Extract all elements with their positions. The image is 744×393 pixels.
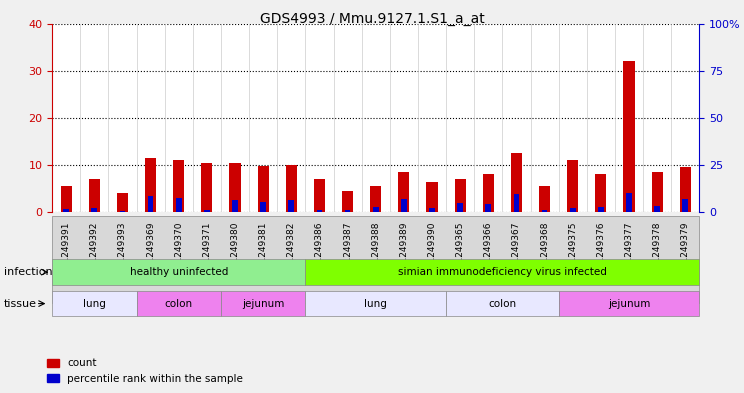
Text: lung: lung xyxy=(365,299,387,309)
Bar xyxy=(344,210,350,212)
Bar xyxy=(595,174,606,212)
Text: colon: colon xyxy=(164,299,193,309)
Text: simian immunodeficiency virus infected: simian immunodeficiency virus infected xyxy=(398,267,607,277)
Bar xyxy=(401,199,407,212)
Bar xyxy=(92,208,97,212)
Bar xyxy=(370,186,382,212)
Bar xyxy=(511,153,522,212)
Bar xyxy=(652,172,663,212)
Bar xyxy=(229,163,240,212)
Bar xyxy=(317,210,322,212)
Bar xyxy=(623,61,635,212)
Text: infection: infection xyxy=(4,267,52,277)
Text: colon: colon xyxy=(488,299,516,309)
Legend: count, percentile rank within the sample: count, percentile rank within the sample xyxy=(42,354,248,388)
Bar xyxy=(654,206,660,212)
Bar xyxy=(426,182,437,212)
Bar xyxy=(373,207,379,212)
Bar xyxy=(455,179,466,212)
Bar xyxy=(342,191,353,212)
Bar xyxy=(570,208,576,212)
Bar xyxy=(89,179,100,212)
Bar xyxy=(176,198,182,212)
Bar xyxy=(286,165,297,212)
Text: jejunum: jejunum xyxy=(242,299,284,309)
Bar xyxy=(539,186,551,212)
Bar xyxy=(173,160,185,212)
Bar xyxy=(567,160,578,212)
Bar xyxy=(542,210,548,212)
Bar xyxy=(458,203,463,212)
Bar xyxy=(257,167,269,212)
Bar xyxy=(513,194,519,212)
Bar xyxy=(682,199,688,212)
Text: GDS4993 / Mmu.9127.1.S1_a_at: GDS4993 / Mmu.9127.1.S1_a_at xyxy=(260,12,484,26)
Bar xyxy=(289,200,294,212)
Bar xyxy=(680,167,691,212)
Bar xyxy=(429,208,434,212)
Bar xyxy=(626,193,632,212)
Bar xyxy=(148,196,153,212)
Text: tissue: tissue xyxy=(4,299,36,309)
Bar xyxy=(60,186,71,212)
Text: healthy uninfected: healthy uninfected xyxy=(129,267,228,277)
Bar xyxy=(201,163,213,212)
Bar xyxy=(204,210,210,212)
Text: jejunum: jejunum xyxy=(608,299,650,309)
Bar xyxy=(598,207,603,212)
Bar xyxy=(260,202,266,212)
Bar xyxy=(145,158,156,212)
Bar xyxy=(232,200,238,212)
Text: lung: lung xyxy=(83,299,106,309)
Bar xyxy=(483,174,494,212)
Bar xyxy=(120,211,125,212)
Bar xyxy=(63,209,69,212)
Bar xyxy=(314,179,325,212)
Bar xyxy=(486,204,491,212)
Bar xyxy=(117,193,128,212)
Bar xyxy=(398,172,409,212)
